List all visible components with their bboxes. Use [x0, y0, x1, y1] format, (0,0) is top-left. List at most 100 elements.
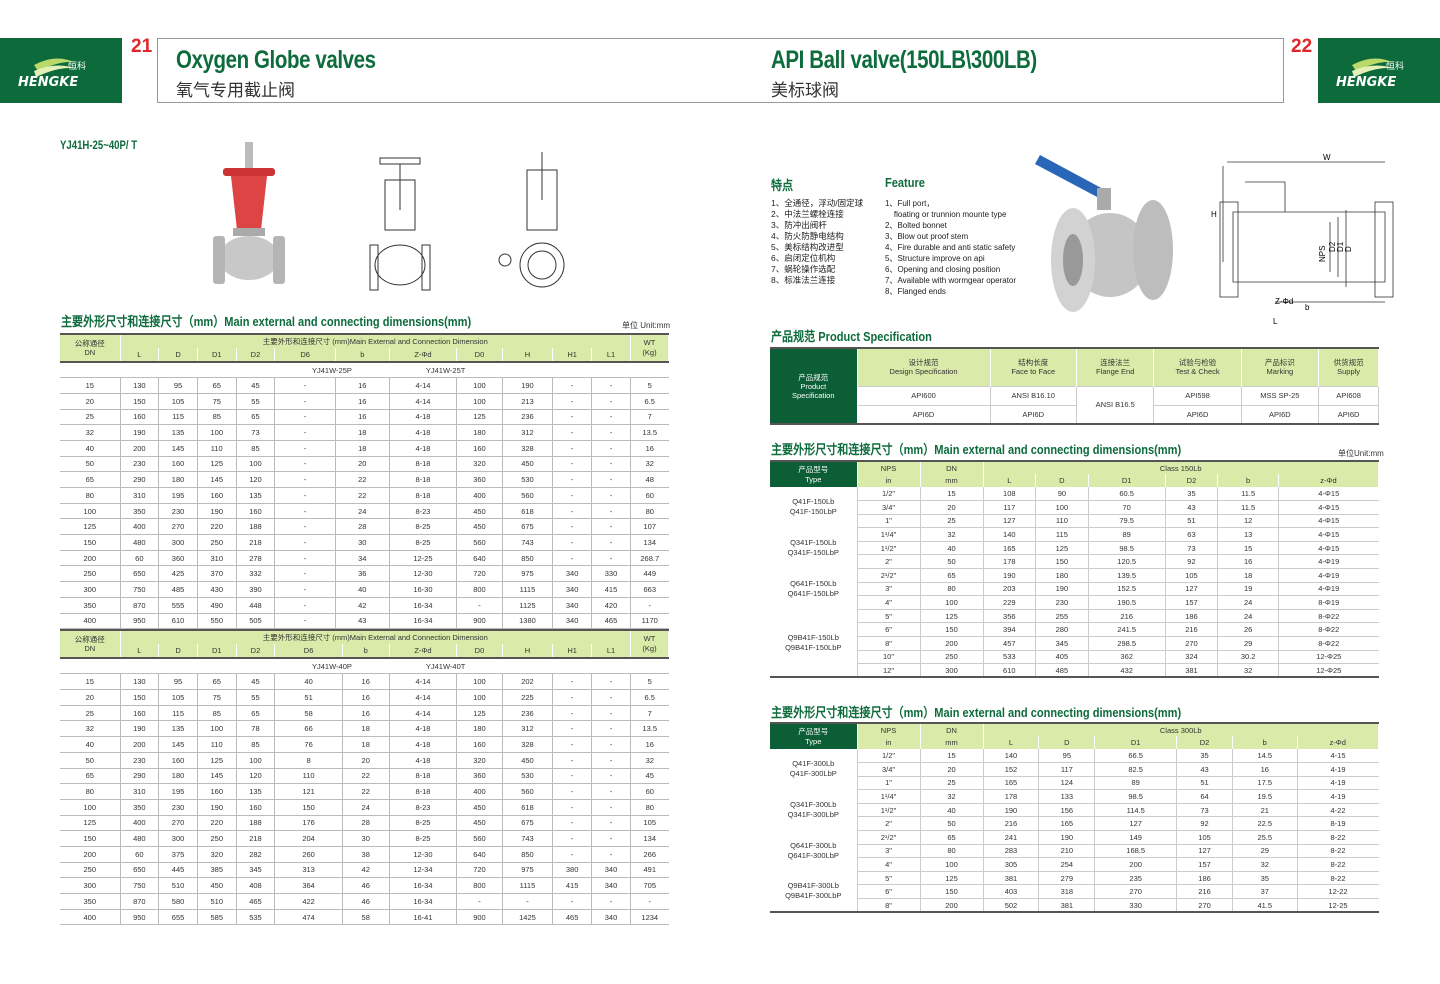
table-row: 1¹/2" 40 165 125 98.5 73 15 4-Φ15 — [770, 541, 1379, 556]
table-cell: 300 — [158, 830, 198, 847]
table-cell: 720 — [456, 862, 503, 879]
table-cell: 204 — [274, 830, 343, 847]
table-cell: 200 — [120, 440, 160, 457]
table-cell: 80 — [630, 503, 669, 520]
table-row: 8" 200 502 381 330 270 41.5 12-25 — [770, 898, 1379, 913]
table-cell: 160 — [456, 440, 503, 457]
table-cell: 32 — [919, 789, 983, 804]
table-cell: 63 — [1164, 527, 1218, 542]
table-cell: 655 — [158, 909, 198, 926]
table-cell: 7 — [630, 705, 669, 722]
table-cell: 4-14 — [389, 705, 458, 722]
table-cell: 18 — [342, 720, 390, 738]
table-cell: 312 — [502, 720, 554, 738]
table-cell: 30.2 — [1217, 650, 1279, 665]
column-header: D — [1038, 736, 1096, 749]
table-cell: 3" — [856, 582, 920, 597]
table-cell: 8-Φ22 — [1278, 636, 1379, 651]
table-row: 350 870 580 510 465 422 46 16-34- - - - - — [60, 893, 669, 910]
table-cell: 16 — [342, 673, 390, 691]
table-cell: 95 — [158, 673, 198, 691]
table-cell: 1/2" — [856, 487, 920, 502]
table-cell: 24 — [1217, 595, 1279, 610]
table-cell: - — [274, 518, 336, 536]
table-row: 80 310 195 160 135-22 8-18 400 560- -60 — [60, 487, 669, 504]
table-cell: 186 — [1176, 871, 1233, 886]
table-cell: 360 — [158, 550, 198, 567]
table-cell: - — [552, 673, 592, 691]
table-cell: 190 — [197, 503, 237, 520]
table-cell: - — [552, 440, 592, 457]
table-cell: 135 — [158, 424, 198, 441]
table-cell: 100 — [236, 752, 276, 769]
table-cell: 18 — [342, 736, 390, 753]
table-cell: - — [591, 673, 631, 691]
table-cell: 32 — [1217, 663, 1279, 678]
column-header: H1 — [552, 348, 592, 362]
table-cell: - — [591, 752, 631, 769]
type-cell: Q641F-300Lb Q641F-300LbP — [787, 840, 839, 860]
table-cell: 160 — [236, 503, 276, 520]
table-cell: 45 — [630, 768, 669, 785]
table-cell: 4-14 — [389, 673, 458, 691]
table-cell: 40 — [919, 541, 983, 556]
table-row: 50 230 160 125 100-20 8-18 320 450- -32 — [60, 456, 669, 473]
column-header: L1 — [591, 348, 631, 362]
table-cell: 125 — [197, 456, 237, 473]
table-cell: 4-Φ15 — [1278, 487, 1379, 502]
table-cell: 282 — [236, 846, 276, 863]
table-cell: 180 — [158, 471, 198, 488]
table-cell: - — [274, 613, 336, 630]
table-cell: 80 — [630, 799, 669, 816]
table-row: 4" 100 229 230 190.5 157 24 8-Φ19 — [770, 595, 1379, 610]
table-cell: - — [274, 440, 336, 457]
table-cell: - — [630, 597, 669, 614]
table-cell: 450 — [197, 877, 237, 894]
column-header: L1 — [591, 644, 631, 659]
table-cell: 340 — [591, 909, 631, 926]
table-cell: 870 — [120, 597, 160, 614]
table-cell: 8-25 — [389, 534, 458, 551]
table-cell: - — [274, 471, 336, 488]
table-cell: 381 — [982, 871, 1039, 886]
table-cell: 145 — [158, 440, 198, 457]
table-cell: 120 — [236, 471, 276, 488]
table-cell: 362 — [1087, 650, 1166, 665]
column-header: H — [502, 348, 554, 362]
column-header: D1 — [1094, 736, 1178, 749]
table-cell: 40 — [919, 803, 983, 818]
table-cell: 105 — [158, 689, 198, 706]
table-cell: 8-25 — [389, 830, 458, 847]
table-cell: 16 — [630, 440, 669, 457]
table-row: Q341F-300Lb Q341F-300LbP 1¹/4" 32 178 133 98.5… — [770, 789, 1379, 819]
table-cell: 1115 — [502, 581, 554, 598]
table-cell: 95 — [158, 377, 198, 394]
table-cell: 8-22 — [1296, 857, 1379, 872]
feature-item: 8、Flanged ends — [885, 287, 946, 296]
table-cell: - — [591, 518, 631, 536]
table-cell: 157 — [1176, 857, 1233, 872]
table-cell: 400 — [120, 815, 160, 832]
feature-item: 4、Fire durable and anti static safety — [885, 243, 1016, 252]
table-cell: 4" — [856, 857, 920, 872]
page-number-left: 21 — [131, 36, 153, 57]
dims-title-300: 主要外形尺寸和连接尺寸（mm）Main external and connect… — [771, 705, 1182, 720]
table-cell: 32 — [630, 752, 669, 769]
table-cell: 279 — [1038, 871, 1095, 886]
column-header: z-Φd — [1278, 474, 1379, 487]
title-bar — [157, 38, 1283, 103]
table-cell: 125 — [456, 409, 503, 426]
table-cell: 22 — [342, 768, 390, 785]
spec-cell: API6D — [1240, 404, 1320, 425]
feature-item: 4、防火防静电结构 — [771, 231, 844, 241]
table-cell: 585 — [197, 909, 237, 926]
table-cell: 975 — [502, 862, 554, 879]
table-cell: 190 — [197, 799, 237, 816]
table-cell: 405 — [1035, 650, 1089, 665]
table-cell: 230 — [158, 799, 198, 816]
table-row: 15 130 95 65 45 40 16 4-14 100 202- -5 — [60, 673, 669, 691]
class-header: Class 300Lb — [983, 723, 1379, 736]
table-cell: 4-18 — [389, 440, 458, 457]
table-cell: - — [552, 550, 592, 567]
table-cell: 140 — [982, 749, 1039, 764]
